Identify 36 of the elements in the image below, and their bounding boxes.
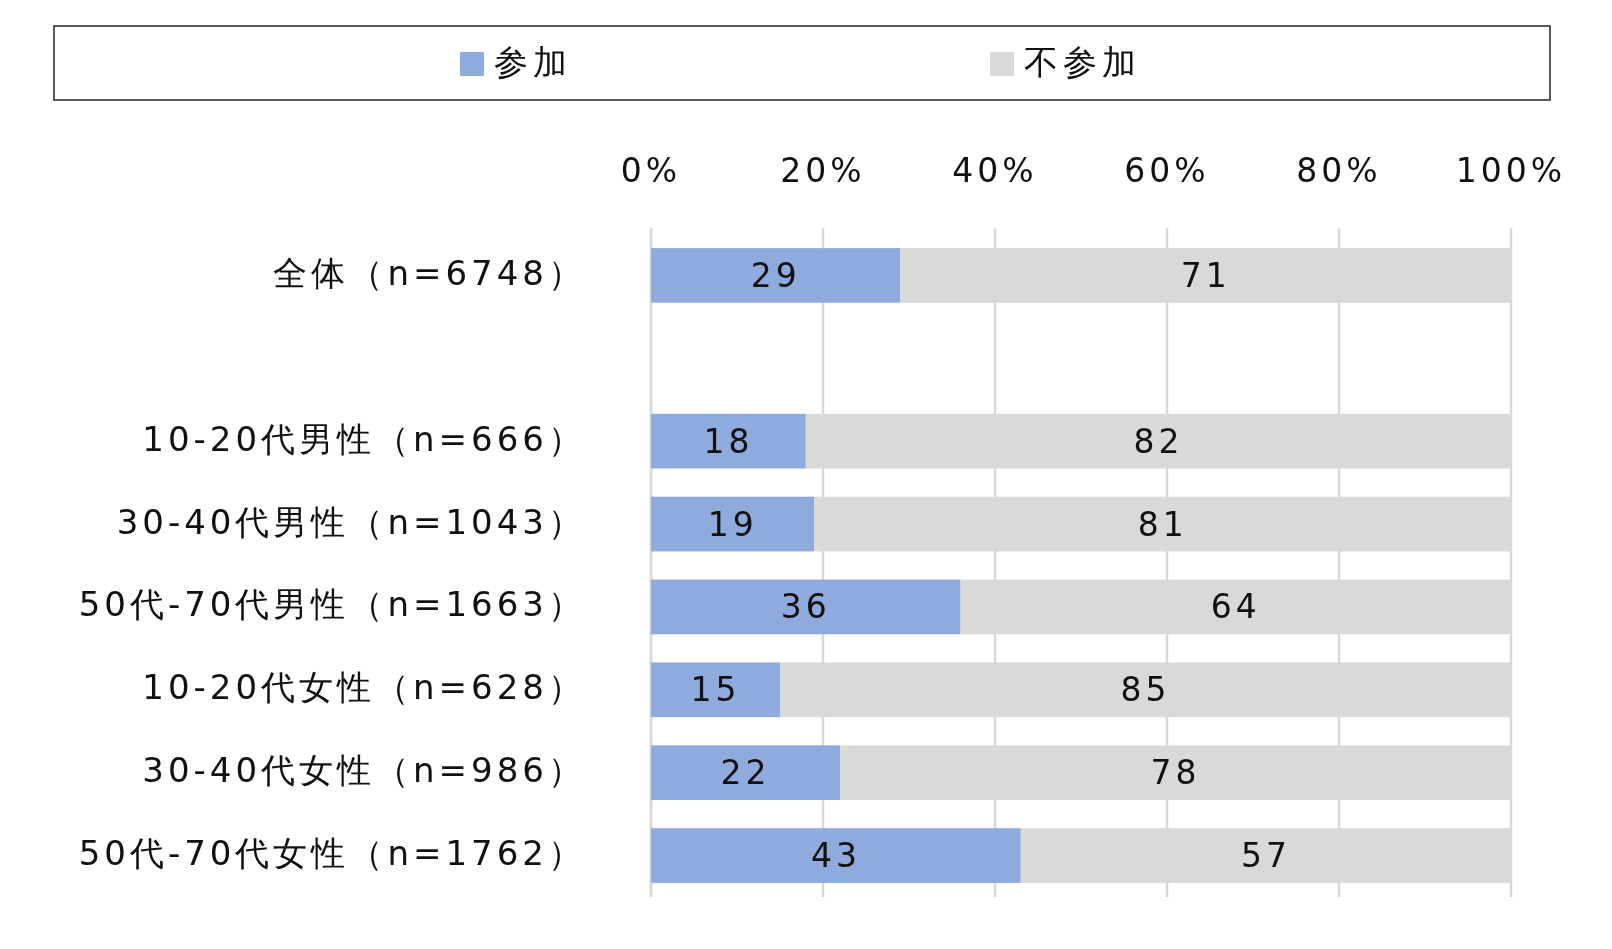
data-label: 22 xyxy=(720,753,771,793)
bar xyxy=(651,579,961,635)
x-tick-label: 100% xyxy=(1455,150,1567,190)
bar xyxy=(651,248,901,303)
y-tick-label: 10-20代女性（n=628） xyxy=(142,667,586,708)
data-label: 57 xyxy=(1240,836,1291,876)
y-tick-label: 30-40代男性（n=1043） xyxy=(116,501,586,542)
data-label: 85 xyxy=(1120,670,1171,710)
data-label: 18 xyxy=(703,421,754,461)
x-tick-label: 0% xyxy=(620,150,682,190)
x-tick-label: 60% xyxy=(1124,150,1210,190)
legend-label: 参加 xyxy=(494,41,572,82)
y-tick-label: 30-40代女性（n=986） xyxy=(142,750,586,791)
y-tick-label: 50代-70代女性（n=1762） xyxy=(78,833,586,874)
data-label: 15 xyxy=(690,670,741,710)
y-tick-label: 10-20代男性（n=666） xyxy=(142,418,586,459)
legend-label: 不参加 xyxy=(1024,41,1141,82)
y-tick-label: 50代-70代男性（n=1663） xyxy=(78,584,586,625)
data-label: 29 xyxy=(750,255,801,295)
data-label: 19 xyxy=(707,504,758,544)
bar xyxy=(651,662,780,718)
bar xyxy=(651,828,1021,883)
bar xyxy=(651,413,806,469)
x-tick-label: 40% xyxy=(952,150,1038,190)
bar xyxy=(651,496,815,552)
y-tick-label: 全体（n=6748） xyxy=(273,252,586,293)
data-label: 43 xyxy=(810,836,861,876)
data-label: 64 xyxy=(1210,587,1261,627)
data-label: 78 xyxy=(1150,753,1201,793)
data-label: 81 xyxy=(1137,504,1188,544)
bar xyxy=(651,745,841,801)
data-label: 36 xyxy=(780,587,831,627)
x-tick-label: 80% xyxy=(1296,150,1382,190)
data-label: 71 xyxy=(1180,255,1231,295)
x-tick-label: 20% xyxy=(780,150,866,190)
data-label: 82 xyxy=(1133,421,1184,461)
